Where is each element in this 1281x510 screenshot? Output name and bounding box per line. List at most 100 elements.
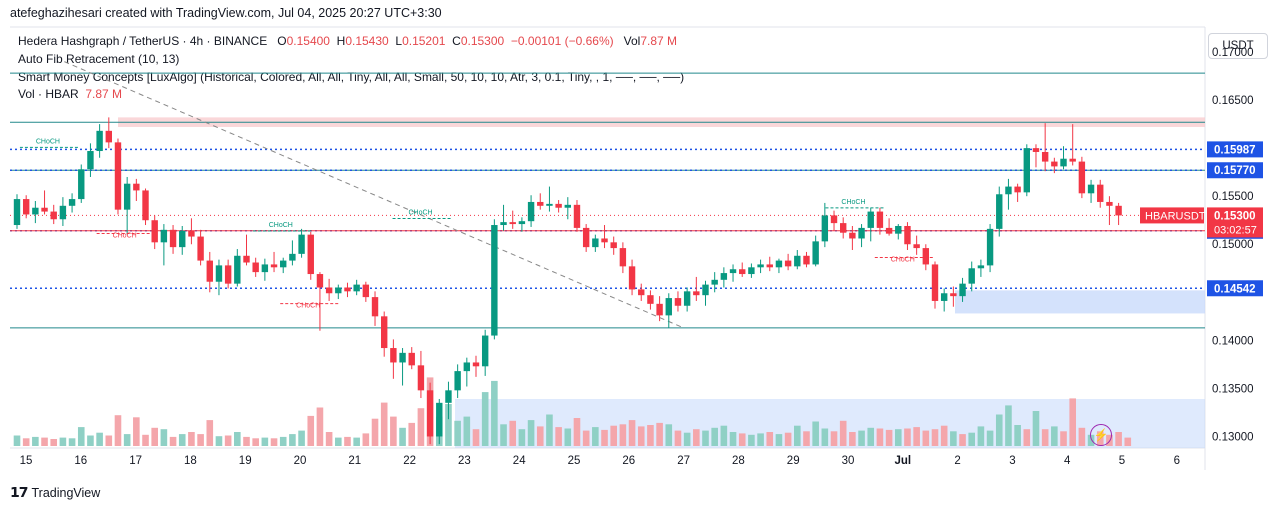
candle-body — [408, 352, 415, 366]
candle-body — [720, 273, 728, 280]
candle-body — [280, 260, 287, 268]
candle-body — [784, 260, 792, 267]
open-label: O — [277, 34, 287, 48]
vol-label: Vol — [623, 34, 641, 48]
symbol-tag-text: HBARUSDT — [1145, 210, 1206, 222]
volume-bar — [325, 432, 333, 446]
candle-body — [362, 284, 370, 298]
candle-body — [931, 264, 939, 301]
volume-bar — [87, 435, 94, 446]
indicator-fib[interactable]: Auto Fib Retracement (10, 13) — [18, 52, 180, 66]
candle-body — [41, 207, 48, 212]
volume-bar — [738, 433, 746, 446]
volume-bar — [463, 416, 471, 446]
candle-body — [1014, 186, 1021, 193]
candle-body — [803, 255, 810, 265]
volume-bar — [335, 437, 342, 446]
volume-bar — [628, 420, 636, 446]
volume-bar — [564, 428, 572, 446]
candle-body — [830, 215, 838, 224]
volume-bar — [582, 430, 590, 446]
candle-body — [876, 211, 884, 228]
candle-body — [87, 151, 94, 170]
volume-bar — [307, 415, 315, 446]
volume-bar — [830, 431, 838, 446]
volume-bar — [224, 435, 232, 446]
time-tick-label: 20 — [294, 455, 307, 467]
volume-bar — [50, 439, 58, 446]
time-tick-label: 22 — [403, 455, 416, 467]
last-price-text: 0.15300 — [1214, 210, 1256, 222]
volume-bar — [647, 425, 654, 446]
volume-bar — [22, 438, 30, 446]
candle-body — [674, 298, 682, 306]
candle-body — [224, 265, 232, 284]
candle-body — [472, 362, 480, 367]
candle-body — [592, 238, 599, 248]
candle-body — [96, 130, 103, 152]
volume-bar — [619, 424, 627, 446]
candle-body — [601, 238, 608, 243]
price-tick-label: 0.15000 — [1212, 239, 1254, 251]
price-tick-label: 0.15500 — [1212, 191, 1254, 203]
volume-bar — [904, 428, 911, 446]
candle-body — [1041, 151, 1049, 162]
indicator-volume-value: 7.87 M — [85, 87, 123, 101]
choch-label: CHoCH — [408, 209, 432, 216]
candle-body — [252, 262, 259, 273]
candle-body — [959, 283, 966, 297]
candle-body — [656, 303, 663, 316]
time-tick-label: 25 — [568, 455, 581, 467]
choch-label: CHoCH — [269, 222, 293, 229]
time-tick-label: 27 — [677, 455, 690, 467]
volume-bar — [812, 421, 819, 446]
volume-bar — [885, 429, 893, 446]
fib-trend-line — [64, 61, 684, 329]
candle-body — [638, 289, 645, 296]
candle-body — [1060, 158, 1067, 167]
volume-bar — [270, 438, 278, 446]
candle-body — [371, 297, 379, 317]
candle-body — [59, 205, 67, 220]
volume-bar — [674, 430, 682, 446]
time-tick-label: 21 — [348, 455, 361, 467]
volume-bar — [371, 418, 379, 446]
candle-body — [426, 390, 434, 437]
volume-bar — [922, 430, 930, 446]
volume-bar — [160, 429, 168, 446]
symbol-name[interactable]: Hedera Hashgraph / TetherUS · 4h · BINAN… — [18, 34, 268, 48]
candle-body — [729, 269, 737, 274]
volume-bar — [546, 414, 553, 446]
volume-bar — [784, 432, 792, 446]
countdown-text: 03:02:57 — [1214, 224, 1257, 236]
time-tick-label: 30 — [842, 455, 855, 467]
volume-bar — [573, 418, 581, 446]
candle-body — [564, 204, 571, 208]
time-tick-label: 19 — [239, 455, 252, 467]
vol-value: 7.87 M — [640, 34, 678, 48]
candle-body — [399, 352, 406, 363]
volume-bar — [252, 438, 259, 446]
candle-body — [160, 229, 168, 243]
volume-bar — [509, 420, 517, 446]
volume-bar — [610, 425, 617, 446]
volume-bar — [959, 434, 966, 446]
volume-bar — [1041, 429, 1049, 446]
volume-bar — [729, 432, 737, 446]
candle-body — [665, 298, 672, 316]
lightning-icon[interactable]: ⚡ — [1090, 424, 1112, 446]
volume-bar — [527, 420, 535, 446]
currency-unit-button[interactable]: USDT — [1208, 33, 1268, 59]
price-label-box — [1207, 280, 1263, 297]
last-price-box — [1207, 207, 1263, 238]
candle-body — [142, 190, 149, 221]
choch-label: CHoCH — [36, 138, 60, 145]
candle-body — [78, 169, 85, 200]
indicator-volume[interactable]: Vol · HBAR 7.87 M — [18, 87, 122, 101]
candle-body — [922, 248, 930, 265]
candle-body — [840, 223, 847, 233]
candle-body — [702, 284, 709, 296]
volume-bar — [142, 434, 149, 446]
volume-bar — [261, 437, 269, 446]
